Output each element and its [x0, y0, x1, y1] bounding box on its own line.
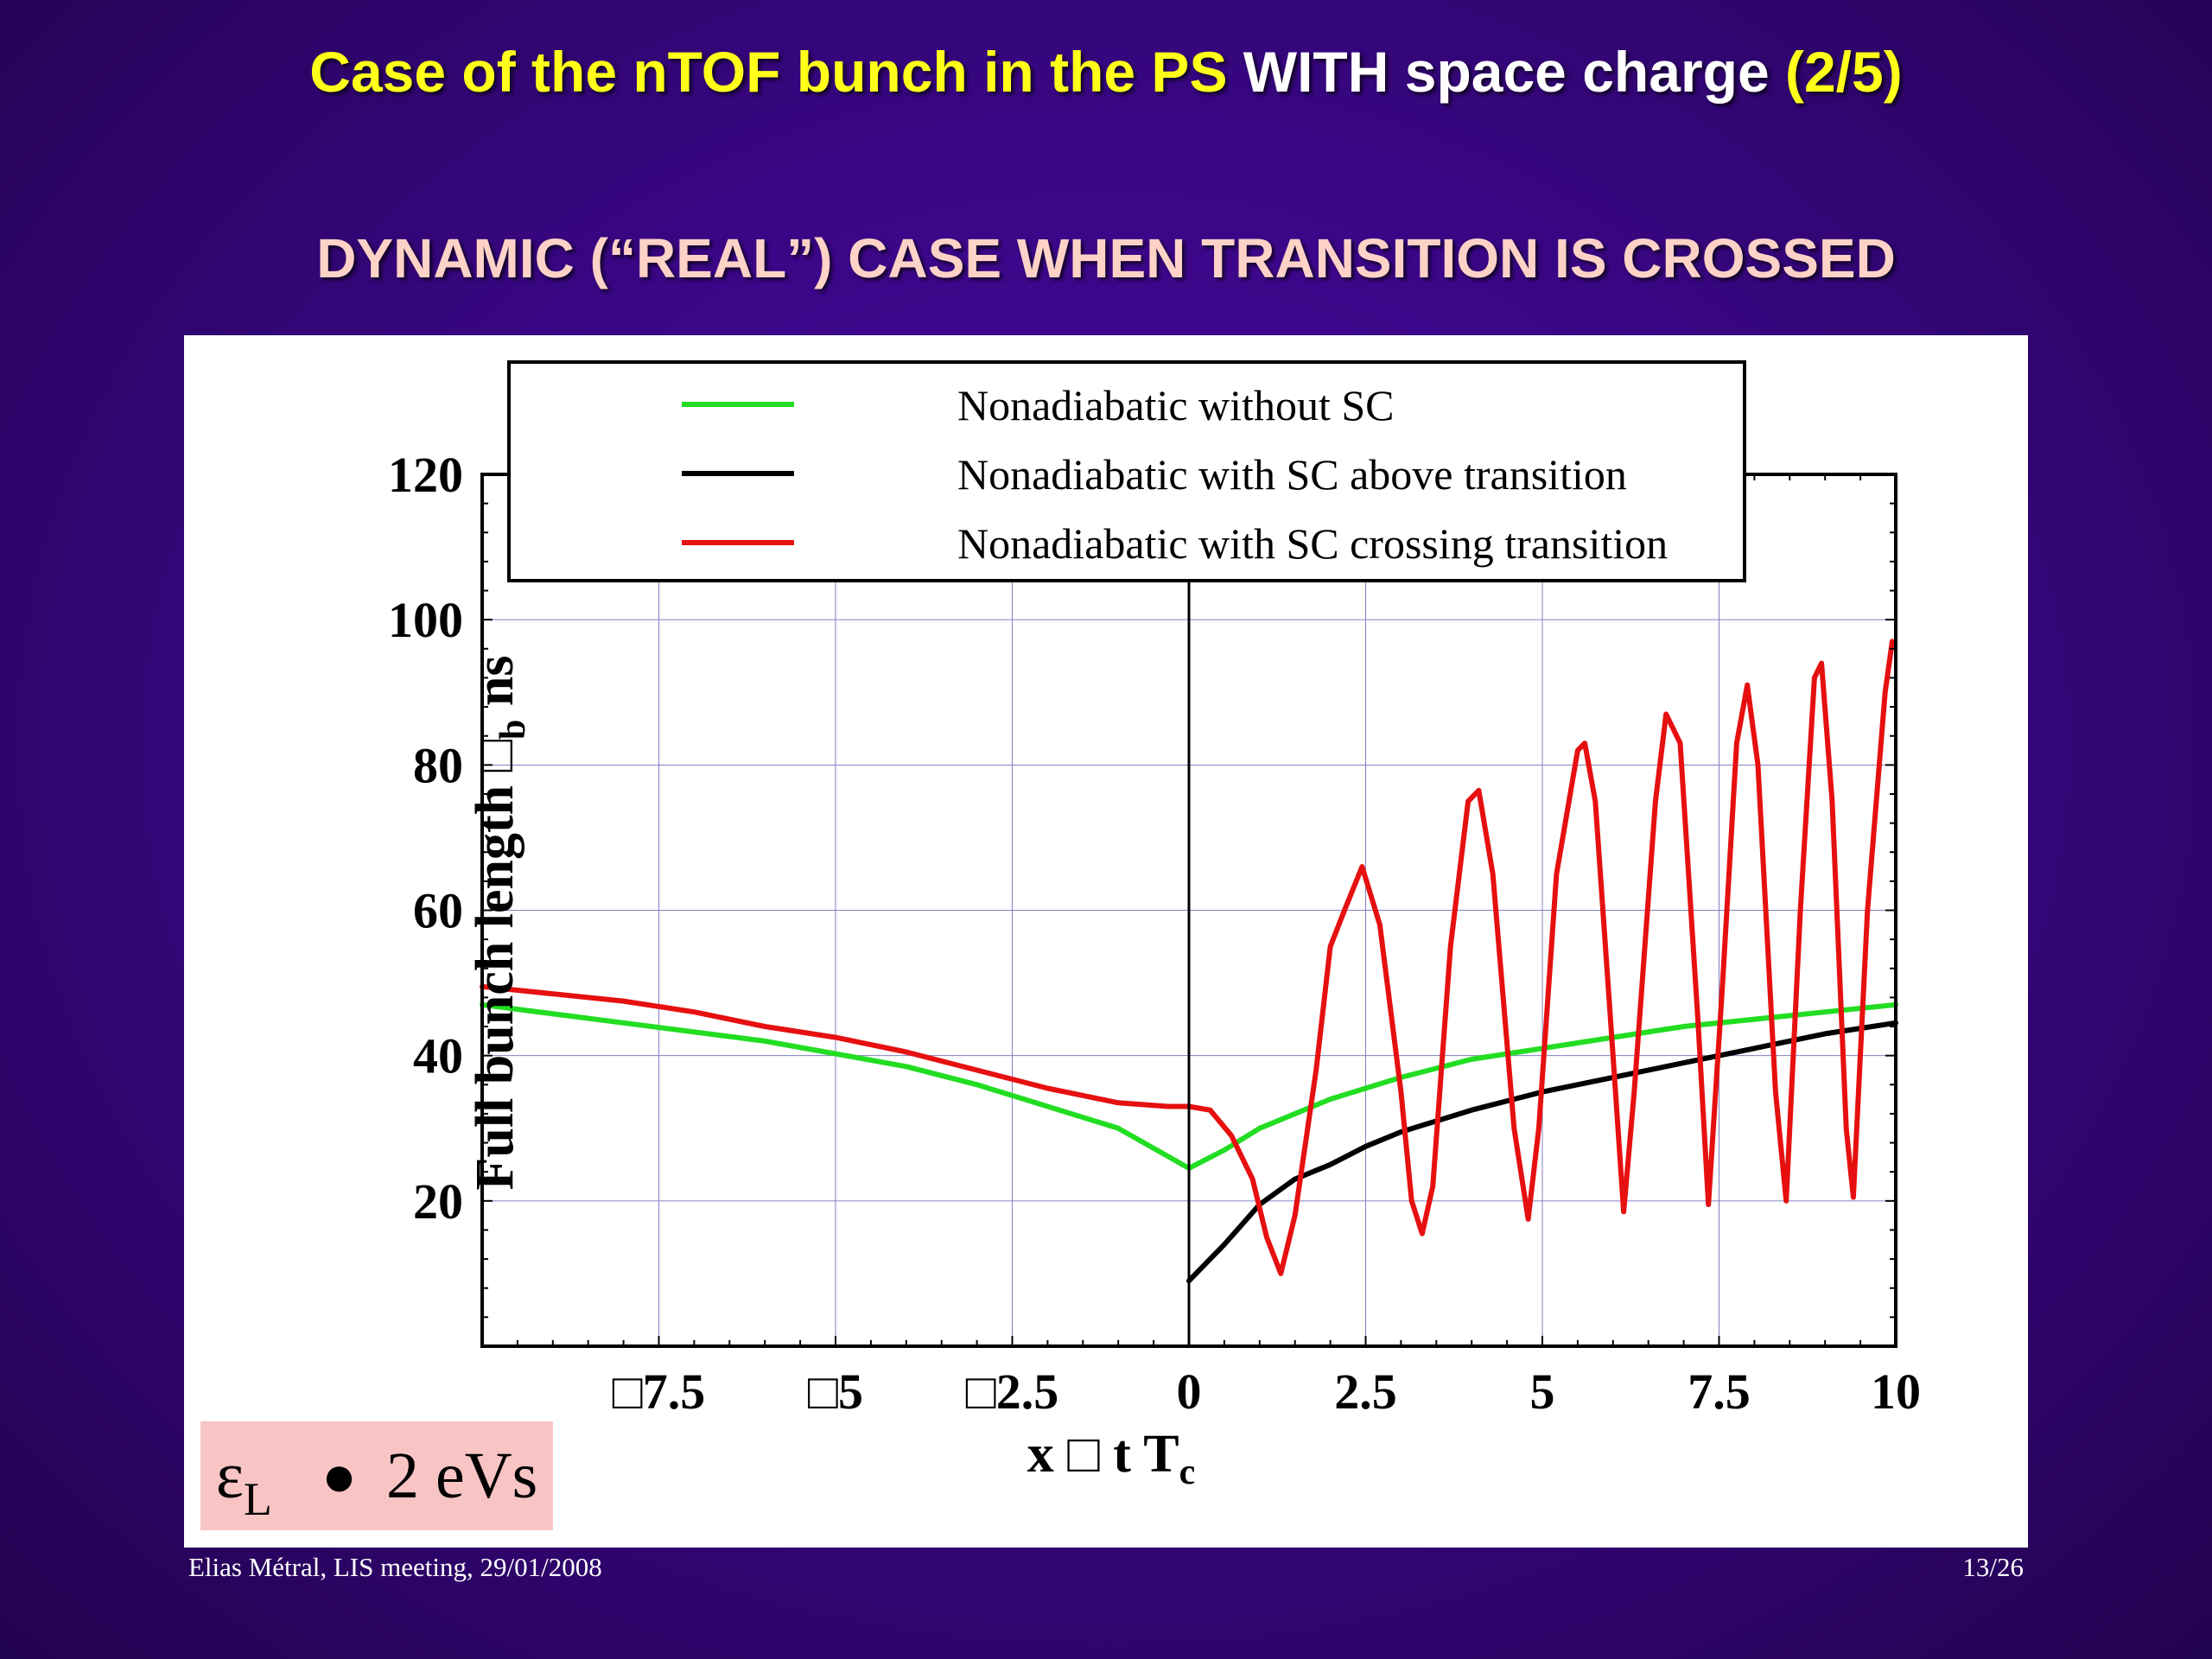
emittance-box: εL ● 2 eVs — [200, 1421, 553, 1530]
labels-layer: □7.5 □5 □2.5 0 2.5 5 7.5 10 20 40 60 80 100 120 x □ t … — [388, 447, 1921, 1492]
y-tick-label-0: 20 — [413, 1173, 463, 1230]
slide-title: Case of the nTOF bunch in the PS WITH sp… — [0, 39, 2212, 105]
y-axis-label-sub: b — [493, 720, 533, 740]
legend-label-1: Nonadiabatic with SC above transition — [957, 450, 1627, 499]
x-axis-label-main: x □ t T — [1027, 1425, 1179, 1484]
y-tick-label-3: 80 — [413, 737, 463, 793]
x-tick-label-7: 10 — [1871, 1363, 1921, 1420]
x-axis-label-sub: c — [1179, 1452, 1196, 1492]
emittance-epsilon: ε — [216, 1440, 244, 1512]
x-tick-label-5: 5 — [1530, 1363, 1555, 1420]
x-tick-label-4: 2.5 — [1334, 1363, 1397, 1420]
emittance-symbol: εL — [216, 1421, 272, 1536]
bunch-length-chart: □7.5 □5 □2.5 0 2.5 5 7.5 10 20 40 60 80 100 120 x □ t … — [388, 360, 1921, 1492]
chart-panel: □7.5 □5 □2.5 0 2.5 5 7.5 10 20 40 60 80 100 120 x □ t … — [184, 335, 2028, 1548]
x-tick-label-0: □7.5 — [613, 1363, 706, 1420]
x-tick-label-1: □5 — [808, 1363, 863, 1420]
emittance-subscript: L — [243, 1473, 272, 1525]
x-tick-label-6: 7.5 — [1688, 1363, 1751, 1420]
x-tick-label-2: □2.5 — [966, 1363, 1059, 1420]
slide-title-part3: (2/5) — [1785, 40, 1903, 104]
slide-title-part1: Case of the nTOF bunch in the PS — [309, 40, 1228, 104]
emittance-relation: ● — [321, 1443, 358, 1509]
series-line-0 — [480, 1001, 1898, 1171]
series-layer — [480, 639, 1898, 1284]
y-axis-label: Full bunch length □b ns — [466, 655, 533, 1190]
slide-title-part2: WITH space charge — [1227, 40, 1785, 104]
y-axis-label-main: Full bunch length □ — [466, 739, 524, 1190]
y-tick-label-2: 60 — [413, 883, 463, 939]
legend-label-2: Nonadiabatic with SC crossing transition — [957, 519, 1668, 568]
y-tick-label-1: 40 — [413, 1028, 463, 1084]
legend-label-0: Nonadiabatic without SC — [957, 381, 1395, 429]
legend-layer: Nonadiabatic without SC Nonadiabatic with… — [507, 360, 1746, 582]
series-line-2 — [480, 639, 1895, 1276]
x-tick-label-3: 0 — [1177, 1363, 1202, 1420]
emittance-value: 2 eVs — [386, 1440, 538, 1512]
footer-author: Elias Métral, LIS meeting, 29/01/2008 — [188, 1552, 602, 1582]
y-tick-label-4: 100 — [388, 592, 463, 648]
x-axis-label: x □ t Tc — [1027, 1425, 1195, 1492]
slide-subtitle: DYNAMIC (“REAL”) CASE WHEN TRANSITION IS… — [316, 227, 1896, 289]
y-axis-label-unit: ns — [466, 655, 524, 719]
footer-page-number: 13/26 — [1962, 1552, 2024, 1582]
y-tick-label-5: 120 — [388, 447, 463, 503]
